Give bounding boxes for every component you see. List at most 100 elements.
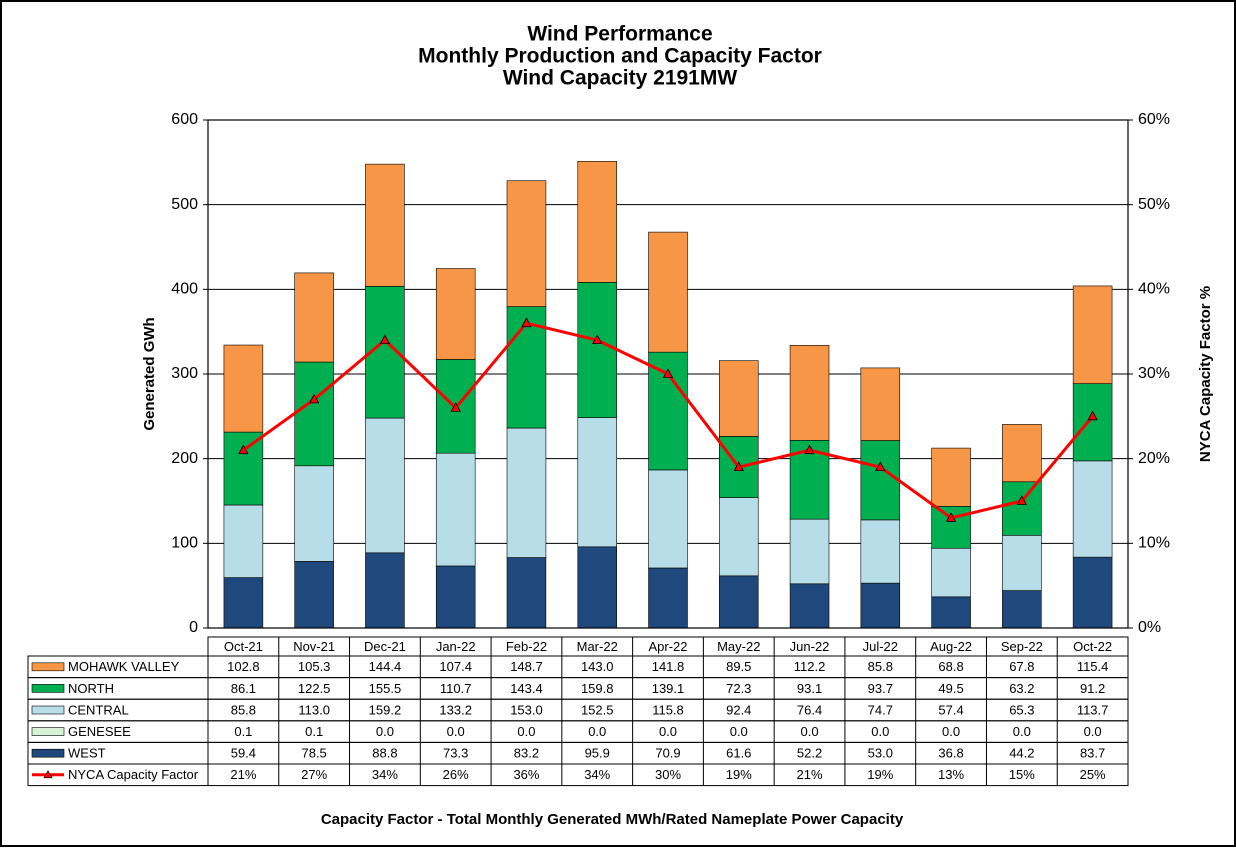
table-cell: 110.7	[440, 681, 472, 696]
bar-segment	[365, 553, 404, 628]
table-cell: 93.7	[868, 681, 893, 696]
table-cell: 95.9	[585, 746, 610, 761]
table-cell: 83.2	[514, 746, 539, 761]
y2-tick-label: 10%	[1138, 535, 1170, 552]
table-cell: 74.7	[868, 702, 893, 717]
y2-tick-label: 0%	[1138, 619, 1161, 636]
table-cell: 148.7	[510, 659, 543, 674]
bar-segment	[295, 273, 334, 362]
table-cell: 36.8	[938, 746, 963, 761]
bar-segment	[507, 428, 546, 558]
chart-title: Wind Capacity 2191MW	[503, 67, 738, 90]
bar-segment	[932, 597, 971, 628]
table-cell: 122.5	[298, 681, 331, 696]
table-cell: 26%	[443, 767, 469, 782]
table-cell: 34%	[372, 767, 398, 782]
x-tick-label: Dec-21	[364, 639, 406, 654]
table-cell: 0.0	[588, 724, 606, 739]
table-cell: 76.4	[797, 702, 822, 717]
y2-tick-label: 20%	[1138, 450, 1170, 467]
x-tick-label: Sep-22	[1001, 639, 1043, 654]
legend-label: WEST	[68, 746, 106, 761]
y2-axis-label: NYCA Capacity Factor %	[1197, 286, 1214, 462]
table-cell: 21%	[797, 767, 823, 782]
table-cell: 68.8	[938, 659, 963, 674]
legend-label: GENESEE	[68, 724, 131, 739]
table-cell: 155.5	[369, 681, 402, 696]
table-cell: 73.3	[443, 746, 468, 761]
x-tick-label: Jul-22	[863, 639, 898, 654]
table-cell: 0.0	[1013, 724, 1031, 739]
bar-segment	[224, 345, 263, 432]
x-tick-label: Aug-22	[930, 639, 972, 654]
table-cell: 63.2	[1009, 681, 1034, 696]
bar-segment	[649, 232, 688, 352]
table-cell: 52.2	[797, 746, 822, 761]
table-cell: 61.6	[726, 746, 751, 761]
bar-segment	[365, 418, 404, 553]
table-cell: 13%	[938, 767, 964, 782]
x-tick-label: Apr-22	[648, 639, 687, 654]
table-cell: 0.1	[234, 724, 252, 739]
table-cell: 105.3	[298, 659, 331, 674]
table-cell: 78.5	[301, 746, 326, 761]
table-cell: 30%	[655, 767, 681, 782]
bar-segment	[224, 432, 263, 505]
table-cell: 49.5	[938, 681, 963, 696]
legend-swatch	[32, 706, 64, 714]
bar-segment	[861, 368, 900, 441]
bar-segment	[295, 362, 334, 466]
table-cell: 159.2	[369, 702, 402, 717]
bar-segment	[224, 505, 263, 578]
legend-label: CENTRAL	[68, 702, 129, 717]
table-cell: 67.8	[1009, 659, 1034, 674]
y-tick-label: 600	[171, 111, 198, 128]
bar-segment	[436, 566, 475, 628]
y2-tick-label: 40%	[1138, 281, 1170, 298]
bar-segment	[861, 441, 900, 520]
table-cell: 19%	[726, 767, 752, 782]
y-tick-label: 300	[171, 365, 198, 382]
table-cell: 36%	[513, 767, 539, 782]
bar-segment	[507, 181, 546, 307]
legend-label: NYCA Capacity Factor	[68, 767, 199, 782]
bar-segment	[790, 584, 829, 628]
table-cell: 107.4	[439, 659, 472, 674]
bar-segment	[932, 548, 971, 597]
legend-label: NORTH	[68, 681, 114, 696]
table-cell: 85.8	[868, 659, 893, 674]
footnote: Capacity Factor - Total Monthly Generate…	[321, 811, 904, 828]
table-cell: 25%	[1080, 767, 1106, 782]
table-cell: 143.0	[581, 659, 614, 674]
table-cell: 72.3	[726, 681, 751, 696]
table-cell: 144.4	[369, 659, 402, 674]
bar-segment	[578, 282, 617, 417]
table-cell: 115.4	[1077, 659, 1109, 674]
bar-segment	[1002, 424, 1041, 481]
table-cell: 141.8	[652, 659, 685, 674]
table-cell: 15%	[1009, 767, 1035, 782]
x-tick-label: Feb-22	[506, 639, 547, 654]
table-cell: 91.2	[1080, 681, 1105, 696]
bar-segment	[719, 576, 758, 628]
chart-title: Monthly Production and Capacity Factor	[418, 45, 822, 68]
table-cell: 0.0	[730, 724, 748, 739]
bar-segment	[861, 583, 900, 628]
table-cell: 0.0	[447, 724, 465, 739]
y-axis-label: Generated GWh	[141, 317, 158, 430]
table-cell: 0.0	[517, 724, 535, 739]
bar-segment	[649, 568, 688, 628]
bar-segment	[1073, 286, 1112, 384]
legend-swatch	[32, 684, 64, 692]
table-cell: 0.0	[1084, 724, 1102, 739]
table-cell: 92.4	[726, 702, 751, 717]
table-cell: 0.0	[871, 724, 889, 739]
legend-swatch	[32, 663, 64, 671]
table-cell: 0.0	[942, 724, 960, 739]
bar-segment	[295, 466, 334, 562]
bar-segment	[578, 161, 617, 282]
table-cell: 70.9	[655, 746, 680, 761]
x-tick-label: Jun-22	[790, 639, 830, 654]
legend-swatch	[32, 728, 64, 736]
